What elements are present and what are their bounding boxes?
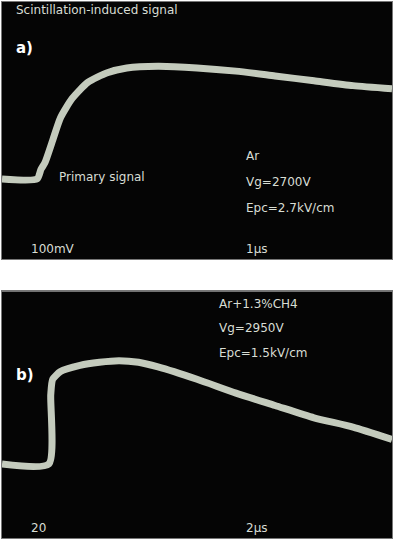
svg-text:Scintillation-induced signal: Scintillation-induced signal [16,3,178,17]
svg-text:a): a) [16,39,33,57]
svg-text:Primary signal: Primary signal [59,170,145,184]
svg-text:b): b) [16,366,34,384]
svg-text:Ar+1.3%CH4: Ar+1.3%CH4 [219,297,298,311]
svg-text:Epc=2.7kV/cm: Epc=2.7kV/cm [246,201,334,215]
svg-text:Epc=1.5kV/cm: Epc=1.5kV/cm [219,346,307,360]
svg-text:Vg=2950V: Vg=2950V [219,321,284,335]
svg-text:100mV: 100mV [31,242,75,256]
svg-text:1µs: 1µs [246,242,268,256]
svg-text:20: 20 [31,521,46,535]
svg-text:Vg=2700V: Vg=2700V [246,175,311,189]
svg-text:2µs: 2µs [246,521,268,535]
svg-text:Ar: Ar [246,149,259,163]
